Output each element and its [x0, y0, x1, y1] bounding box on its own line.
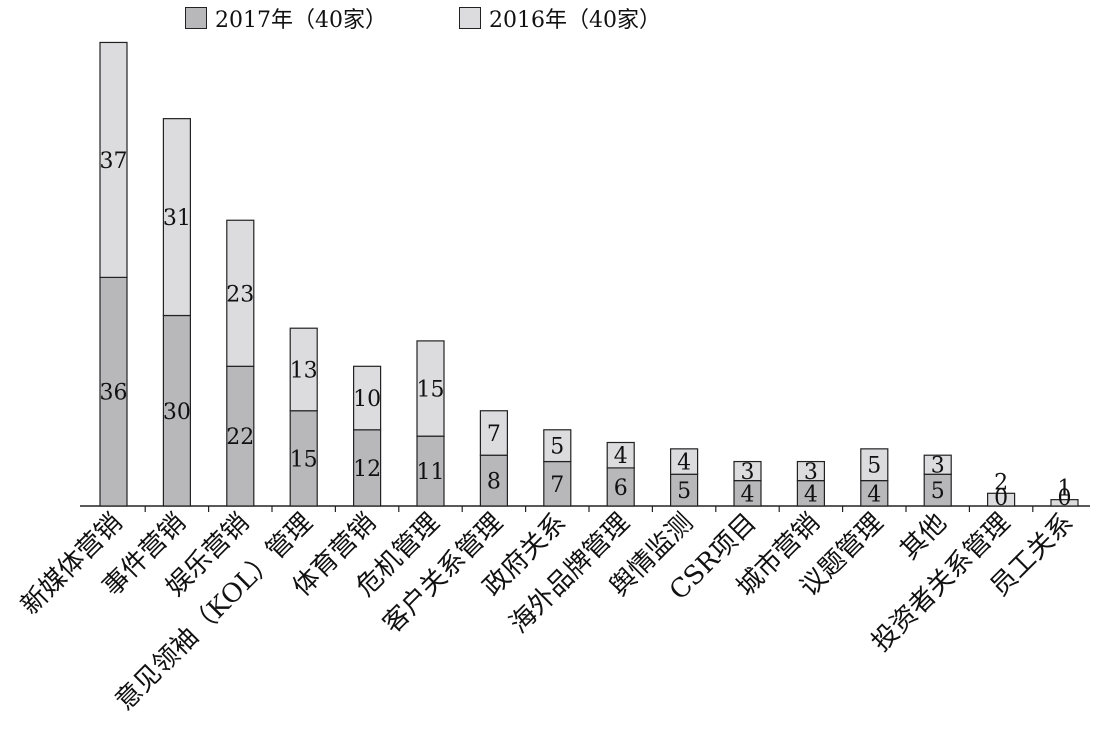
data-label-2016: 13	[290, 358, 318, 383]
data-label-2016: 23	[226, 282, 254, 307]
data-label-2016: 5	[550, 435, 564, 460]
data-label-2016: 7	[487, 422, 501, 447]
bar-2017	[99, 276, 128, 507]
bar-2016	[606, 441, 635, 469]
data-label-2016: 1	[1058, 477, 1072, 502]
bar-2017	[162, 314, 191, 507]
bar-2017	[543, 460, 572, 507]
data-label-2017: 15	[290, 447, 318, 472]
data-label-2017: 7	[550, 473, 564, 498]
bar-2017	[479, 454, 508, 507]
data-label-2016: 4	[614, 444, 628, 469]
bar-2016	[860, 448, 889, 482]
data-label-2016: 10	[353, 387, 381, 412]
data-label-2017: 12	[353, 457, 381, 482]
data-label-2017: 0	[994, 486, 1008, 511]
data-label-2017: 4	[741, 482, 755, 507]
bar-2016	[733, 460, 762, 482]
bar-2017	[669, 473, 699, 507]
bar-2016	[669, 448, 699, 475]
legend-swatch-2016	[458, 7, 481, 29]
data-label-2017: 36	[100, 381, 128, 406]
data-label-2017: 11	[417, 460, 445, 485]
bar-2017	[923, 473, 952, 507]
bar-2016	[479, 410, 508, 456]
bar-2016	[543, 429, 572, 463]
legend-swatch-2017	[185, 7, 207, 29]
data-label-2017: 4	[867, 482, 881, 507]
legend-label-2016: 2016年（40家）	[488, 8, 661, 33]
bar-2016	[99, 41, 128, 278]
legend-item-2016: 2016年（40家）	[458, 2, 661, 34]
data-label-2016: 4	[677, 451, 691, 476]
data-label-2016: 3	[741, 460, 755, 485]
bar-2016	[416, 340, 445, 437]
bar-2016	[1050, 499, 1079, 507]
data-label-2017: 30	[163, 400, 191, 425]
bar-2017	[860, 480, 889, 507]
data-label-2016: 5	[867, 454, 881, 479]
data-label-2016: 3	[931, 454, 945, 479]
bar-2017	[226, 365, 255, 507]
data-label-2016: 2	[994, 470, 1008, 495]
data-label-2016: 37	[100, 149, 128, 174]
bar-2017	[606, 467, 635, 507]
data-label-2017: 22	[226, 425, 254, 450]
data-label-2017: 6	[614, 476, 628, 501]
data-label-2016: 3	[804, 460, 818, 485]
legend: 2017年（40家） 2016年（40家）	[185, 2, 661, 34]
legend-label-2017: 2017年（40家）	[215, 8, 387, 33]
legend-item-2017: 2017年（40家）	[185, 2, 387, 34]
bar-2017	[416, 435, 445, 507]
bar-2016	[353, 365, 382, 431]
data-label-2017: 0	[1058, 486, 1072, 511]
data-label-2017: 5	[931, 479, 945, 504]
bar-2016	[796, 460, 826, 482]
bar-2016	[923, 454, 952, 475]
data-label-2017: 5	[677, 479, 691, 504]
data-label-2016: 15	[417, 378, 445, 403]
data-label-2016: 31	[163, 206, 191, 231]
bar-2016	[162, 118, 191, 317]
data-label-2017: 8	[487, 470, 501, 495]
bar-2016	[289, 327, 318, 412]
bar-2016	[986, 492, 1016, 507]
data-label-2017: 4	[804, 482, 818, 507]
bar-2016	[226, 219, 255, 367]
x-tick-label: 其他	[895, 508, 953, 566]
x-tick-label: 新媒体营销	[15, 508, 128, 621]
